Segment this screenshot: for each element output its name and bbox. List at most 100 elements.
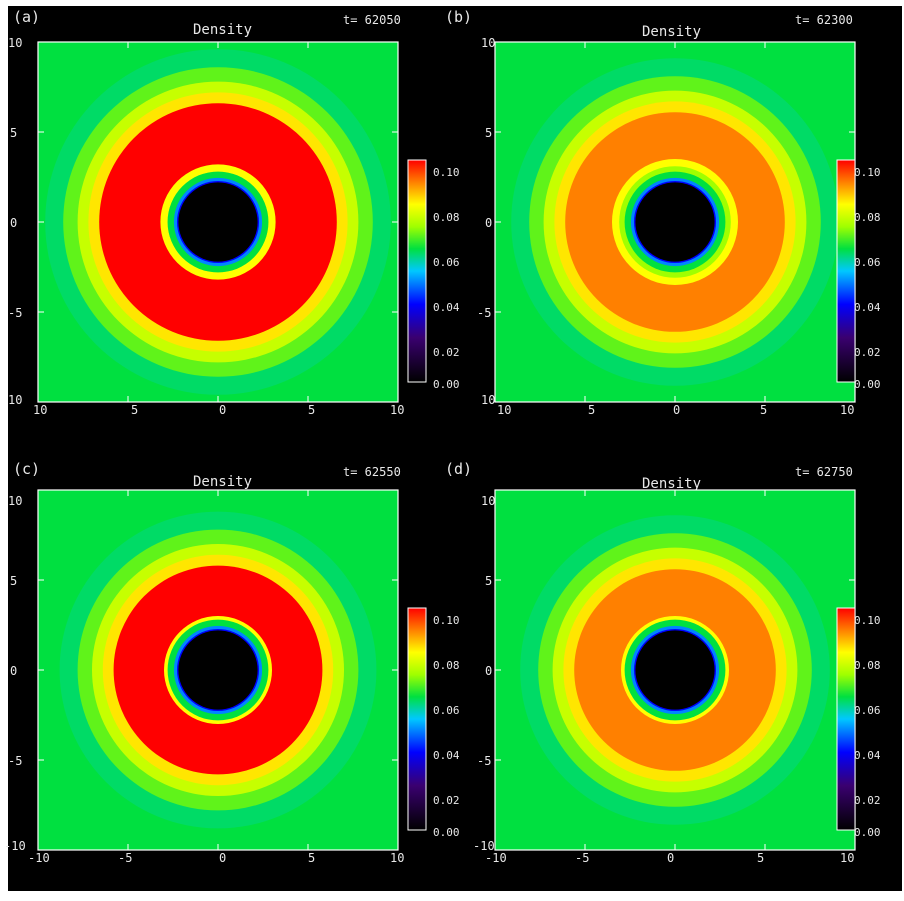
x-tick-label: 10 [840,403,854,417]
colorbar-tick-label: 0.00 [433,826,460,839]
y-tick-label: -5 [477,306,491,320]
y-tick-label: 0 [485,664,492,678]
density-map [37,489,399,851]
colorbar-tick-label: 0.00 [433,378,460,391]
panel-time: t= 62750 [795,465,853,479]
colorbar-tick-label: 0.04 [433,749,460,762]
y-tick-label: -5 [8,306,22,320]
colorbar-tick-label: 0.02 [854,346,881,359]
x-tick-label: 10 [33,403,47,417]
x-tick-label: 5 [131,403,138,417]
panel-title: Density [193,474,252,490]
x-tick-label: 10 [390,403,404,417]
axis-tick-labels: 10 5 0 -5 10 10 5 0 5 10 [8,36,404,417]
y-tick-label: -10 [4,839,26,853]
x-tick-label: 10 [840,851,854,865]
density-contour [178,182,258,262]
colorbar-tick-label: 0.00 [854,378,881,391]
y-tick-label: 10 [8,494,22,508]
axis-tick-labels: 10 5 0 -5 -10 -10 -5 0 5 10 [473,494,854,865]
x-tick-label: 5 [757,851,764,865]
panel-d: (d) Density t= 62750 10 5 0 -5 -10 -10 -… [445,460,881,865]
density-map [494,489,856,851]
colorbar-tick-label: 0.04 [854,749,881,762]
panel-time: t= 62550 [343,465,401,479]
y-tick-label: 10 [481,393,495,407]
density-map [37,41,399,403]
axis-tick-labels: 10 5 0 -5 10 10 5 0 5 10 [477,36,854,417]
y-tick-label: 10 [8,393,22,407]
panel-letter: (a) [13,8,40,26]
colorbar-tick-label: 0.08 [433,211,460,224]
colorbar-tick-label: 0.08 [854,659,881,672]
colorbar-tick-label: 0.10 [854,166,881,179]
x-tick-label: 5 [760,403,767,417]
x-tick-label: 10 [497,403,511,417]
x-tick-label: -10 [28,851,50,865]
panel-time: t= 62300 [795,13,853,27]
colorbar-gradient [836,159,856,383]
panel-letter: (c) [13,460,40,478]
colorbar-tick-label: 0.06 [854,256,881,269]
y-tick-label: 10 [8,36,22,50]
panel-a: (a) Density t= 62050 10 5 0 -5 10 10 5 0… [8,8,460,417]
x-tick-label: 0 [673,403,680,417]
colorbar-gradient [407,159,427,383]
y-tick-label: -5 [8,754,22,768]
x-tick-label: 5 [308,403,315,417]
y-tick-label: 0 [10,664,17,678]
panel-letter: (d) [445,460,472,478]
y-tick-label: -10 [473,839,495,853]
x-tick-label: 10 [390,851,404,865]
colorbar-tick-label: 0.06 [433,256,460,269]
colorbar: 0.10 0.08 0.06 0.04 0.02 0.00 [836,607,881,839]
colorbar-tick-label: 0.04 [433,301,460,314]
colorbar: 0.10 0.08 0.06 0.04 0.02 0.00 [407,607,460,839]
x-tick-label: 0 [667,851,674,865]
colorbar-tick-label: 0.02 [433,346,460,359]
colorbar-tick-label: 0.06 [854,704,881,717]
y-tick-label: 5 [485,126,492,140]
panel-c: (c) Density t= 62550 10 5 0 -5 -10 -10 -… [4,460,460,865]
colorbar-tick-label: 0.08 [433,659,460,672]
y-tick-label: 10 [481,494,495,508]
x-tick-label: 0 [219,851,226,865]
density-contour [635,182,715,262]
panel-b: (b) Density t= 62300 10 5 0 -5 10 10 5 0… [445,8,881,417]
colorbar-tick-label: 0.08 [854,211,881,224]
x-tick-label: 5 [308,851,315,865]
colorbar-tick-label: 0.06 [433,704,460,717]
density-contour [635,630,715,710]
axis-tick-labels: 10 5 0 -5 -10 -10 -5 0 5 10 [4,494,404,865]
density-map [494,41,856,403]
colorbar-tick-label: 0.10 [854,614,881,627]
density-contour [178,630,258,710]
panel-title: Density [193,22,252,38]
panel-time: t= 62050 [343,13,401,27]
colorbar: 0.10 0.08 0.06 0.04 0.02 0.00 [407,159,460,391]
panel-letter: (b) [445,8,472,26]
y-tick-label: 5 [10,126,17,140]
colorbar: 0.10 0.08 0.06 0.04 0.02 0.00 [836,159,881,391]
y-tick-label: 10 [481,36,495,50]
colorbar-tick-label: 0.04 [854,301,881,314]
colorbar-tick-label: 0.02 [854,794,881,807]
x-tick-label: 0 [219,403,226,417]
colorbar-gradient [836,607,856,831]
x-tick-label: -5 [575,851,589,865]
colorbar-gradient [407,607,427,831]
x-tick-label: -10 [485,851,507,865]
y-tick-label: -5 [477,754,491,768]
panel-title: Density [642,24,701,40]
x-tick-label: -5 [118,851,132,865]
colorbar-tick-label: 0.00 [854,826,881,839]
colorbar-tick-label: 0.10 [433,614,460,627]
y-tick-label: 5 [10,574,17,588]
colorbar-tick-label: 0.02 [433,794,460,807]
panel-title: Density [642,476,701,492]
x-tick-label: 5 [588,403,595,417]
colorbar-tick-label: 0.10 [433,166,460,179]
y-tick-label: 5 [485,574,492,588]
